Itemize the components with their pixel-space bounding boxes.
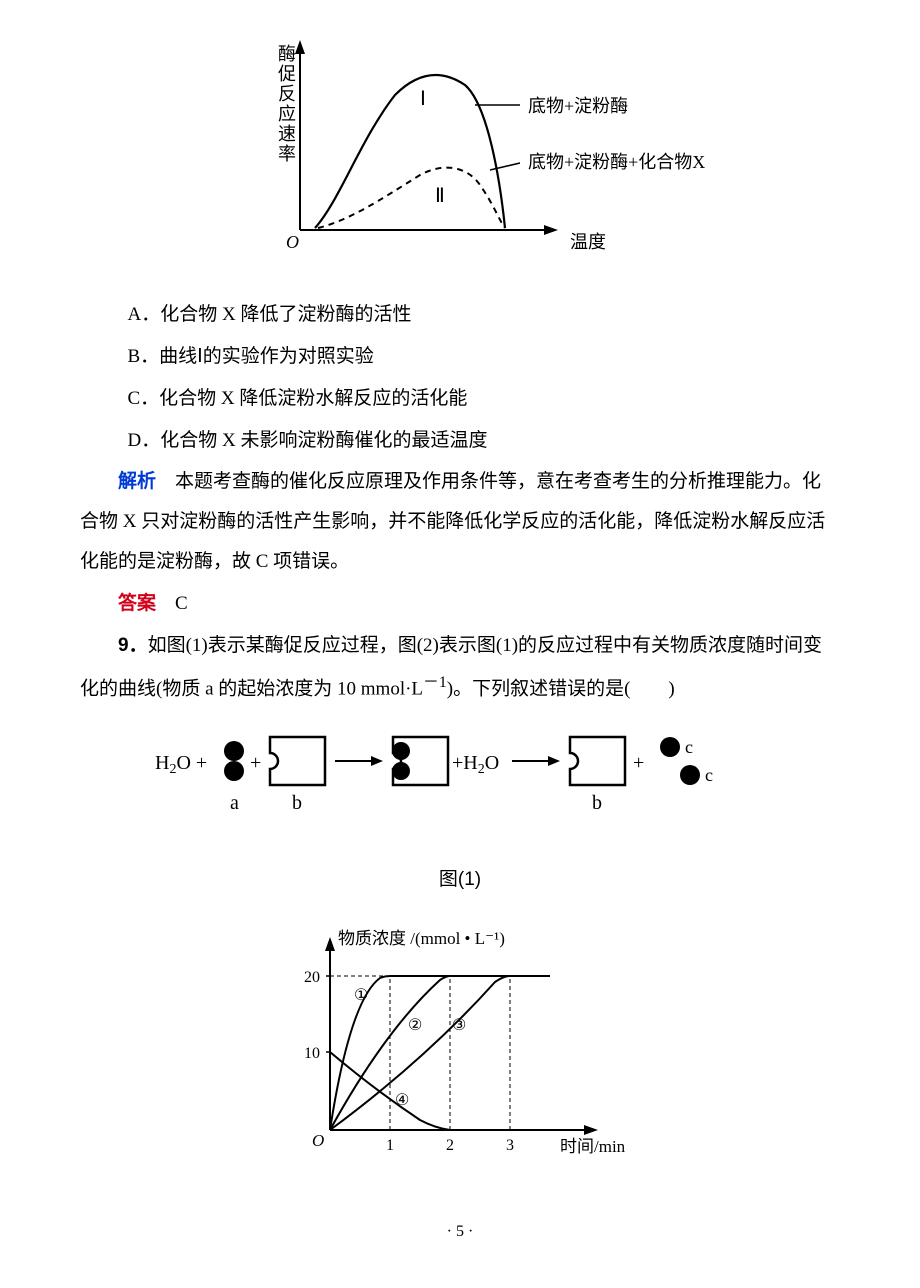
analysis-label: 解析	[118, 471, 156, 492]
q9-sup: －1	[423, 674, 447, 691]
curve-II-leader	[490, 163, 520, 170]
curve-I-label: 底物+淀粉酶	[528, 96, 628, 116]
curve-II-tag: Ⅱ	[435, 185, 445, 207]
c2-y-label: 物质浓度 /(mmol • L⁻¹)	[338, 929, 505, 948]
c2-xtick-1: 1	[386, 1137, 394, 1154]
substrate-a-bot	[224, 761, 244, 781]
h2o-2: +H2O	[452, 752, 499, 777]
page-number: · 5 ·	[80, 1215, 840, 1249]
y-label-2: 反	[278, 84, 296, 104]
arrow-1-head	[371, 756, 383, 766]
concentration-time-chart: 物质浓度 /(mmol • L⁻¹) 时间/min O 10 20 1 2 3 …	[80, 920, 840, 1185]
origin-label: O	[286, 232, 299, 252]
q9-text: 9．如图(1)表示某酶促反应过程，图(2)表示图(1)的反应过程中有关物质浓度随…	[80, 626, 840, 709]
answer-label: 答案	[118, 593, 156, 614]
substrate-a-top	[224, 741, 244, 761]
option-B: B．曲线Ⅰ的实验作为对照实验	[80, 337, 840, 377]
c2-ytick-20: 20	[304, 969, 320, 986]
c2-curve-4	[330, 1052, 550, 1130]
y-label-0: 酶	[278, 44, 296, 64]
c2-lab-2: ②	[408, 1017, 422, 1034]
y-label-3: 应	[278, 104, 296, 124]
answer-value: C	[156, 593, 188, 614]
c2-ytick-10: 10	[304, 1045, 320, 1062]
y-label-5: 率	[278, 144, 296, 164]
c2-lab-1: ①	[354, 987, 368, 1004]
analysis-para: 解析 本题考查酶的催化反应原理及作用条件等，意在考查考生的分析推理能力。化合物 …	[80, 462, 840, 582]
y-label-4: 速	[278, 124, 296, 144]
y-arrow	[295, 40, 305, 54]
option-A: A．化合物 X 降低了淀粉酶的活性	[80, 295, 840, 335]
label-c2: c	[705, 765, 713, 785]
c2-lab-3: ③	[452, 1017, 466, 1034]
answer-para: 答案 C	[80, 584, 840, 624]
analysis-text: 本题考查酶的催化反应原理及作用条件等，意在考查考生的分析推理能力。化合物 X 只…	[80, 471, 825, 572]
q9-b: )。下列叙述错误的是( )	[447, 678, 675, 699]
option-C: C．化合物 X 降低淀粉水解反应的活化能	[80, 379, 840, 419]
arrow-2-head	[548, 756, 560, 766]
y-label-1: 促	[278, 64, 296, 84]
option-D: D．化合物 X 未影响淀粉酶催化的最适温度	[80, 421, 840, 461]
chart1-svg: 酶 促 反 应 速 率 O 温度 Ⅰ 底物+淀粉酶 Ⅱ 底物+淀粉酶+化合物X	[180, 30, 740, 260]
c2-lab-4: ④	[395, 1092, 409, 1109]
diagram1-svg: H2O + a + b +H2O b + c	[150, 719, 770, 839]
product-c1	[660, 737, 680, 757]
plus-1: +	[250, 752, 261, 774]
product-c2	[680, 765, 700, 785]
label-c1: c	[685, 737, 693, 757]
chart2-svg: 物质浓度 /(mmol • L⁻¹) 时间/min O 10 20 1 2 3 …	[270, 920, 650, 1170]
enzyme-b1	[270, 737, 325, 785]
curve-I	[315, 75, 505, 228]
diagram1-caption: 图(1)	[80, 860, 840, 900]
c2-xtick-3: 3	[506, 1137, 514, 1154]
complex	[392, 737, 448, 785]
plus-2: +	[633, 752, 644, 774]
c2-x-label: 时间/min	[560, 1137, 626, 1156]
x-label: 温度	[570, 232, 606, 252]
c2-y-arrow	[325, 937, 335, 951]
enzyme-b2	[570, 737, 625, 785]
enzyme-reaction-diagram: H2O + a + b +H2O b + c	[80, 719, 840, 900]
label-b1: b	[292, 792, 302, 814]
label-a: a	[230, 792, 239, 814]
c2-origin: O	[312, 1131, 324, 1150]
c2-xtick-2: 2	[446, 1137, 454, 1154]
x-arrow	[544, 225, 558, 235]
c2-x-arrow	[584, 1125, 598, 1135]
label-b2: b	[592, 792, 602, 814]
q9-number: 9．	[118, 635, 148, 656]
enzyme-temp-chart: 酶 促 反 应 速 率 O 温度 Ⅰ 底物+淀粉酶 Ⅱ 底物+淀粉酶+化合物X	[80, 30, 840, 275]
curve-I-tag: Ⅰ	[420, 88, 426, 110]
curve-II-label: 底物+淀粉酶+化合物X	[528, 152, 705, 172]
h2o-1: H2O +	[155, 752, 207, 777]
